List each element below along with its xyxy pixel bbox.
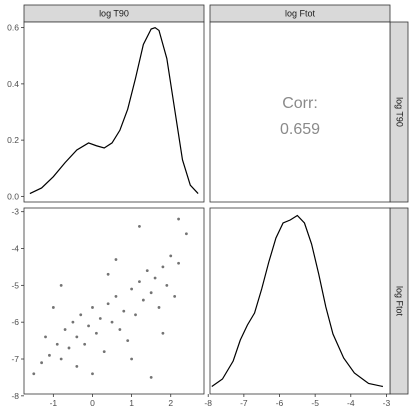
x-tick-label: 2 — [168, 398, 173, 408]
scatter-point — [130, 287, 134, 291]
x-tick-label: -5 — [311, 398, 319, 408]
scatter-point — [40, 361, 44, 365]
scatter-point — [83, 342, 87, 346]
panel-scatter — [23, 207, 205, 395]
y-tick-label: 0.4 — [7, 79, 19, 89]
correlation-label: Corr: — [282, 95, 318, 112]
x-tick-label: -1 — [50, 398, 58, 408]
x-tick-label: -7 — [240, 398, 248, 408]
scatter-point — [110, 320, 114, 324]
density-t90-layer — [29, 26, 199, 195]
scatter-point — [51, 306, 55, 309]
scatter-point — [71, 320, 75, 324]
scatter-point — [59, 283, 63, 287]
scatter-point — [67, 346, 71, 350]
y-tick-label: 0.0 — [7, 191, 19, 201]
density-curve-t90 — [29, 26, 199, 195]
scatter-point — [106, 302, 110, 306]
scatter-point — [161, 331, 165, 335]
panel-density-ftot — [209, 207, 391, 395]
scatter-point — [149, 376, 153, 379]
panel-density-t90 — [23, 21, 205, 203]
x-tick-label: 1 — [129, 398, 134, 408]
scatter-point — [153, 276, 157, 280]
scatter-point — [48, 353, 51, 357]
scatter-point — [114, 258, 118, 261]
x-tick-label: -3 — [383, 398, 391, 408]
x-tick-label: -8 — [204, 398, 212, 408]
scatter-point — [106, 272, 110, 276]
scatter-point — [63, 328, 67, 331]
scatter-point — [79, 313, 83, 317]
scatter-point — [32, 372, 36, 376]
strip-right-1-label: log T90 — [395, 97, 405, 127]
scatter-point — [91, 372, 94, 376]
y-tick-label: 0.6 — [7, 23, 19, 33]
scatter-point — [55, 342, 59, 346]
scatter-point — [141, 298, 145, 302]
scatter-point — [91, 306, 94, 309]
axes-layer: 0.0 0.2 0.4 0.6 -3 -4 -5 -6 -7 -8 -1 0 1 2 -8 -7 -6 -5 -4 -… — [7, 23, 390, 408]
density-ftot-layer — [211, 214, 383, 388]
scatter-point — [75, 335, 79, 339]
scatter-point — [98, 317, 102, 320]
scatter-point — [122, 309, 126, 313]
scatter-point — [173, 295, 177, 298]
scatter-point — [114, 295, 118, 298]
scatter-point — [134, 313, 137, 317]
y-tick-label: 0.2 — [7, 135, 19, 145]
scatter-point — [94, 331, 98, 335]
correlation-value: 0.659 — [280, 121, 320, 138]
y-tick-label: -5 — [11, 280, 19, 290]
scatter-point — [145, 269, 149, 273]
scatter-point — [130, 357, 134, 361]
strip-top-2-label: log Ftot — [285, 9, 316, 19]
scatter-point — [149, 291, 153, 295]
y-tick-label: -3 — [11, 207, 19, 217]
scatter-point — [59, 357, 63, 361]
scatter-point — [44, 335, 47, 339]
x-tick-label: -4 — [347, 398, 355, 408]
y-tick-label: -6 — [11, 317, 19, 327]
density-curve-ftot — [211, 214, 383, 388]
scatter-point — [102, 350, 106, 354]
scatter-layer — [32, 217, 188, 379]
scatter-point — [87, 324, 90, 328]
panel-correlation — [209, 21, 391, 203]
scatter-point — [138, 280, 141, 284]
y-tick-label: -4 — [11, 244, 19, 254]
y-tick-label: -7 — [11, 354, 19, 364]
y-tick-label: -8 — [11, 391, 19, 401]
scatter-point — [165, 283, 169, 287]
strip-right-2-label: log Ftot — [395, 286, 405, 317]
scatter-point — [169, 254, 173, 258]
scatter-point — [126, 339, 130, 342]
scatter-point — [157, 306, 161, 309]
scatter-point — [138, 225, 141, 228]
scatter-point — [161, 265, 165, 269]
x-tick-label: 0 — [90, 398, 95, 408]
scatter-point — [184, 232, 188, 236]
scatter-point — [177, 261, 180, 265]
x-tick-label: -6 — [276, 398, 284, 408]
scatter-point — [177, 217, 180, 221]
strip-top-1-label: log T90 — [99, 9, 129, 19]
scatter-point — [75, 364, 79, 368]
scatter-point — [118, 328, 122, 331]
